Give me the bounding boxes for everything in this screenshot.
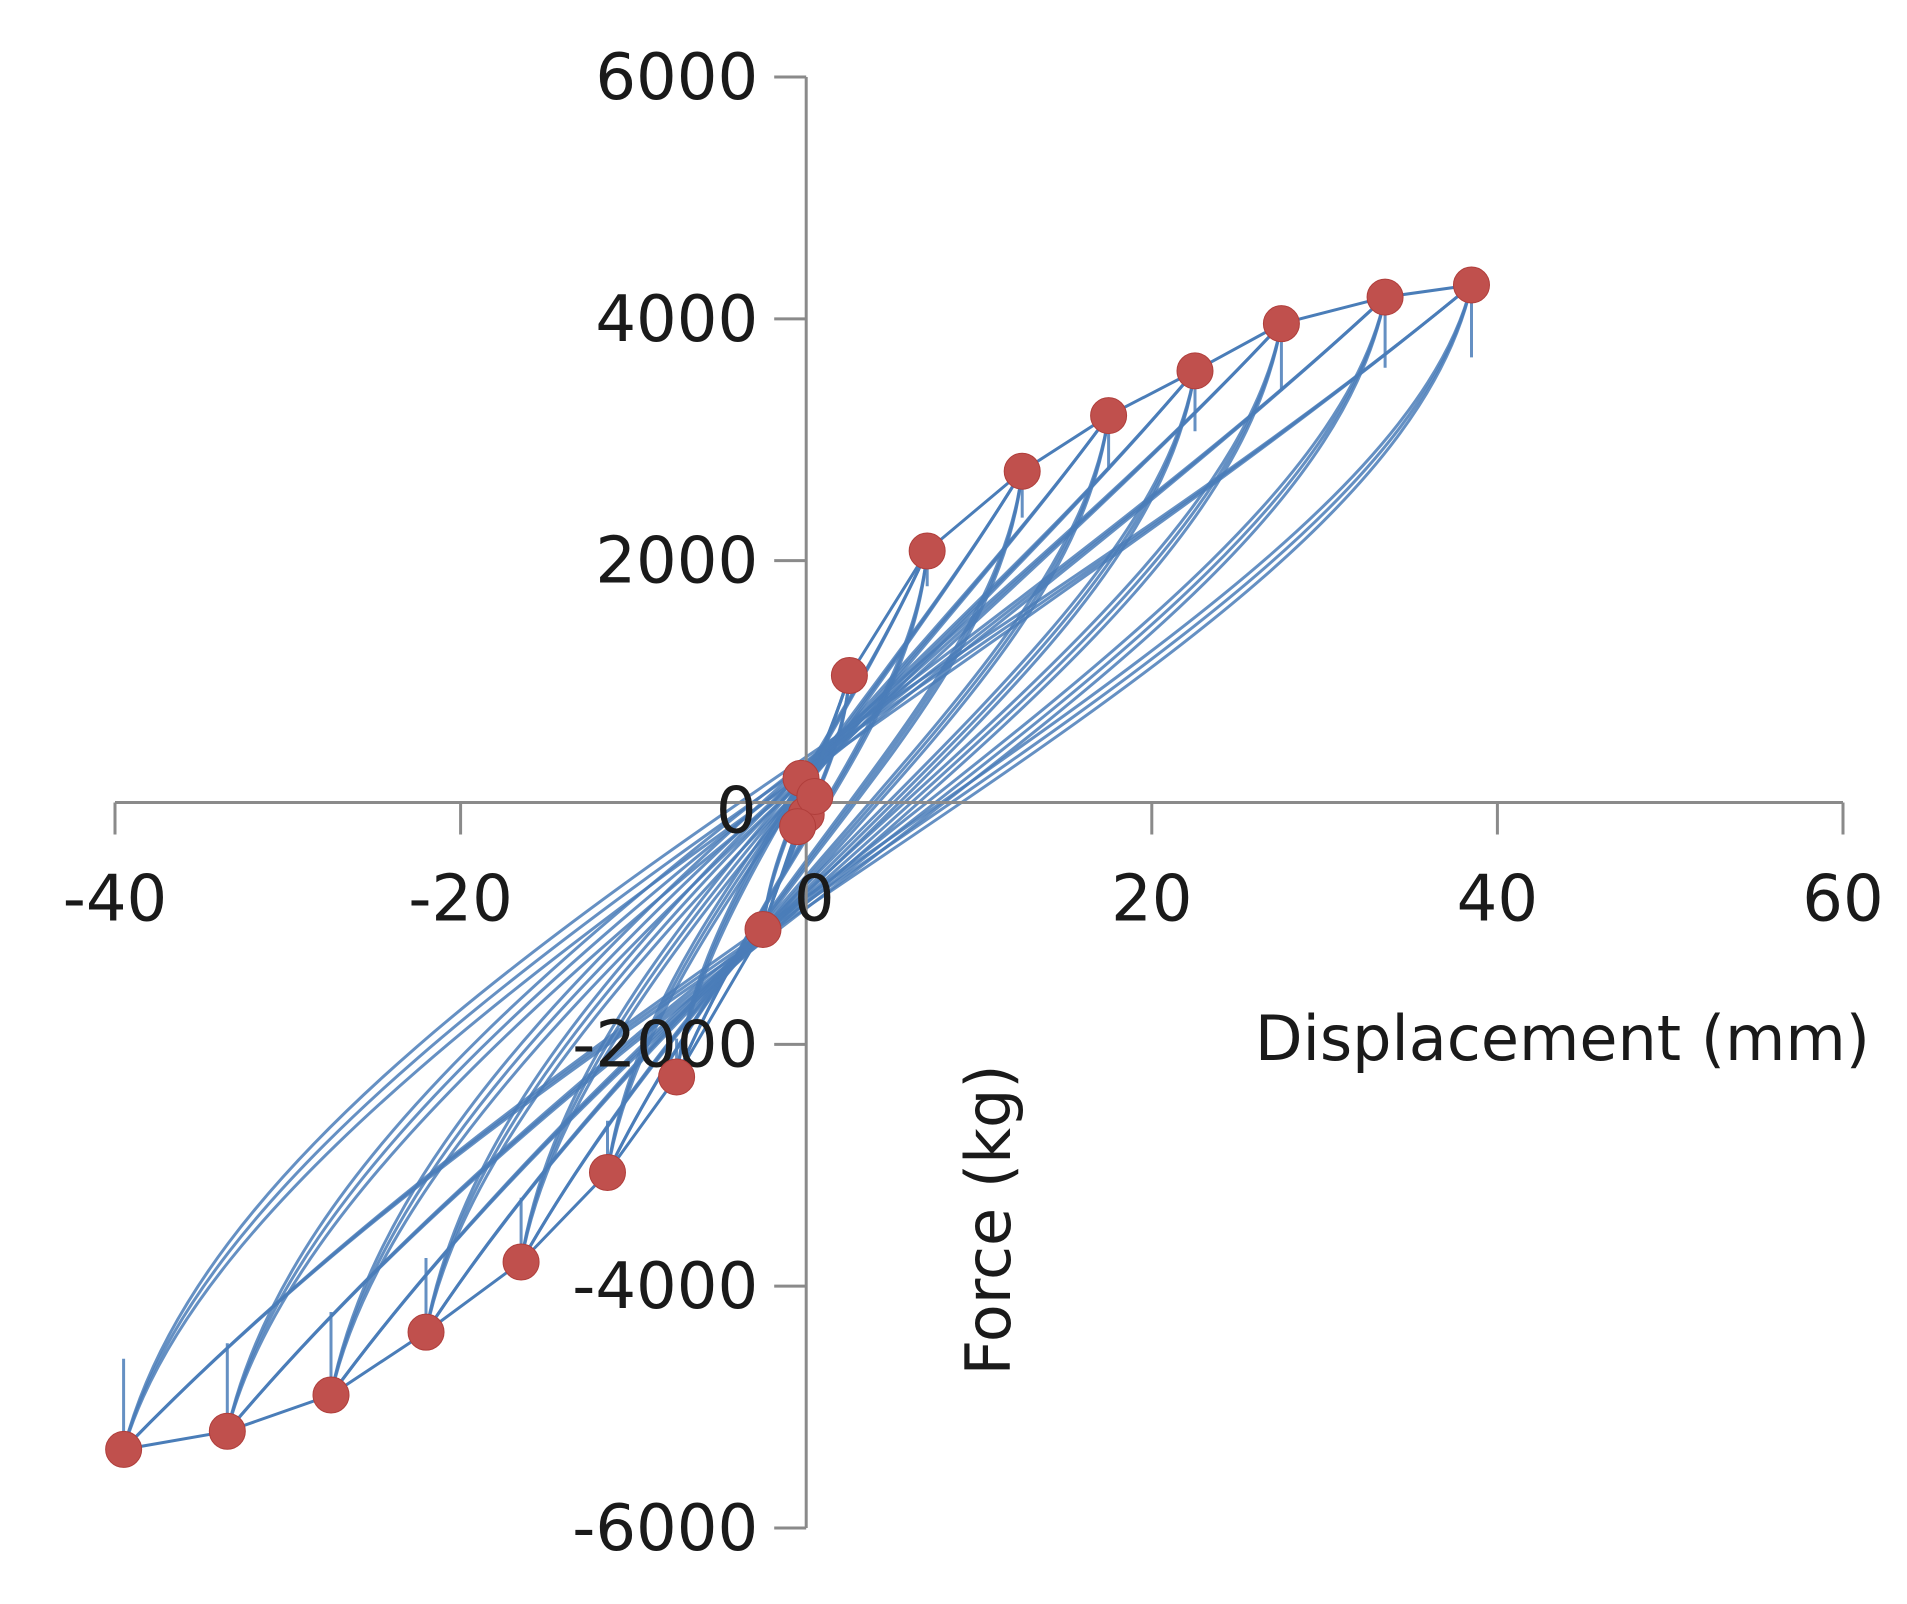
peak-point (908, 532, 946, 570)
peak-point (312, 1376, 350, 1414)
y-tick-label: -4000 (572, 1250, 758, 1324)
peak-points (105, 266, 1490, 1468)
peak-point (502, 1243, 540, 1281)
peak-point (208, 1412, 246, 1450)
peak-point (105, 1430, 143, 1468)
y-axis-title: Force (kg) (952, 1064, 1025, 1375)
y-tick-label: -6000 (572, 1492, 758, 1566)
peak-point (796, 777, 834, 815)
peak-point (1262, 305, 1300, 343)
y-tick-label: 0 (716, 775, 757, 849)
x-tick-label: -40 (63, 863, 168, 937)
peak-point (1090, 397, 1128, 435)
x-tick-label: -20 (408, 863, 513, 937)
peak-point (588, 1154, 626, 1192)
peak-point (1176, 352, 1214, 390)
peak-point (744, 910, 782, 948)
x-tick-label: 60 (1802, 863, 1883, 937)
y-tick-label: 4000 (595, 283, 758, 357)
y-tick-label: 6000 (595, 41, 758, 115)
y-tick-label: 2000 (595, 525, 758, 599)
peak-point (407, 1313, 445, 1351)
x-tick-label: 40 (1457, 863, 1538, 937)
tick-labels: -40 -20 0 20 40 60-6000-4000-2000020004000600… (63, 41, 1884, 1566)
peak-point (830, 657, 868, 695)
peak-point (779, 808, 817, 846)
peak-point (1452, 266, 1490, 304)
peak-point (1366, 278, 1404, 316)
peak-point (658, 1058, 696, 1096)
x-axis-title: Displacement (mm) (1255, 1002, 1870, 1075)
x-tick-label: 0 (794, 863, 835, 937)
peak-point (1003, 452, 1041, 490)
x-tick-label: 20 (1111, 863, 1192, 937)
